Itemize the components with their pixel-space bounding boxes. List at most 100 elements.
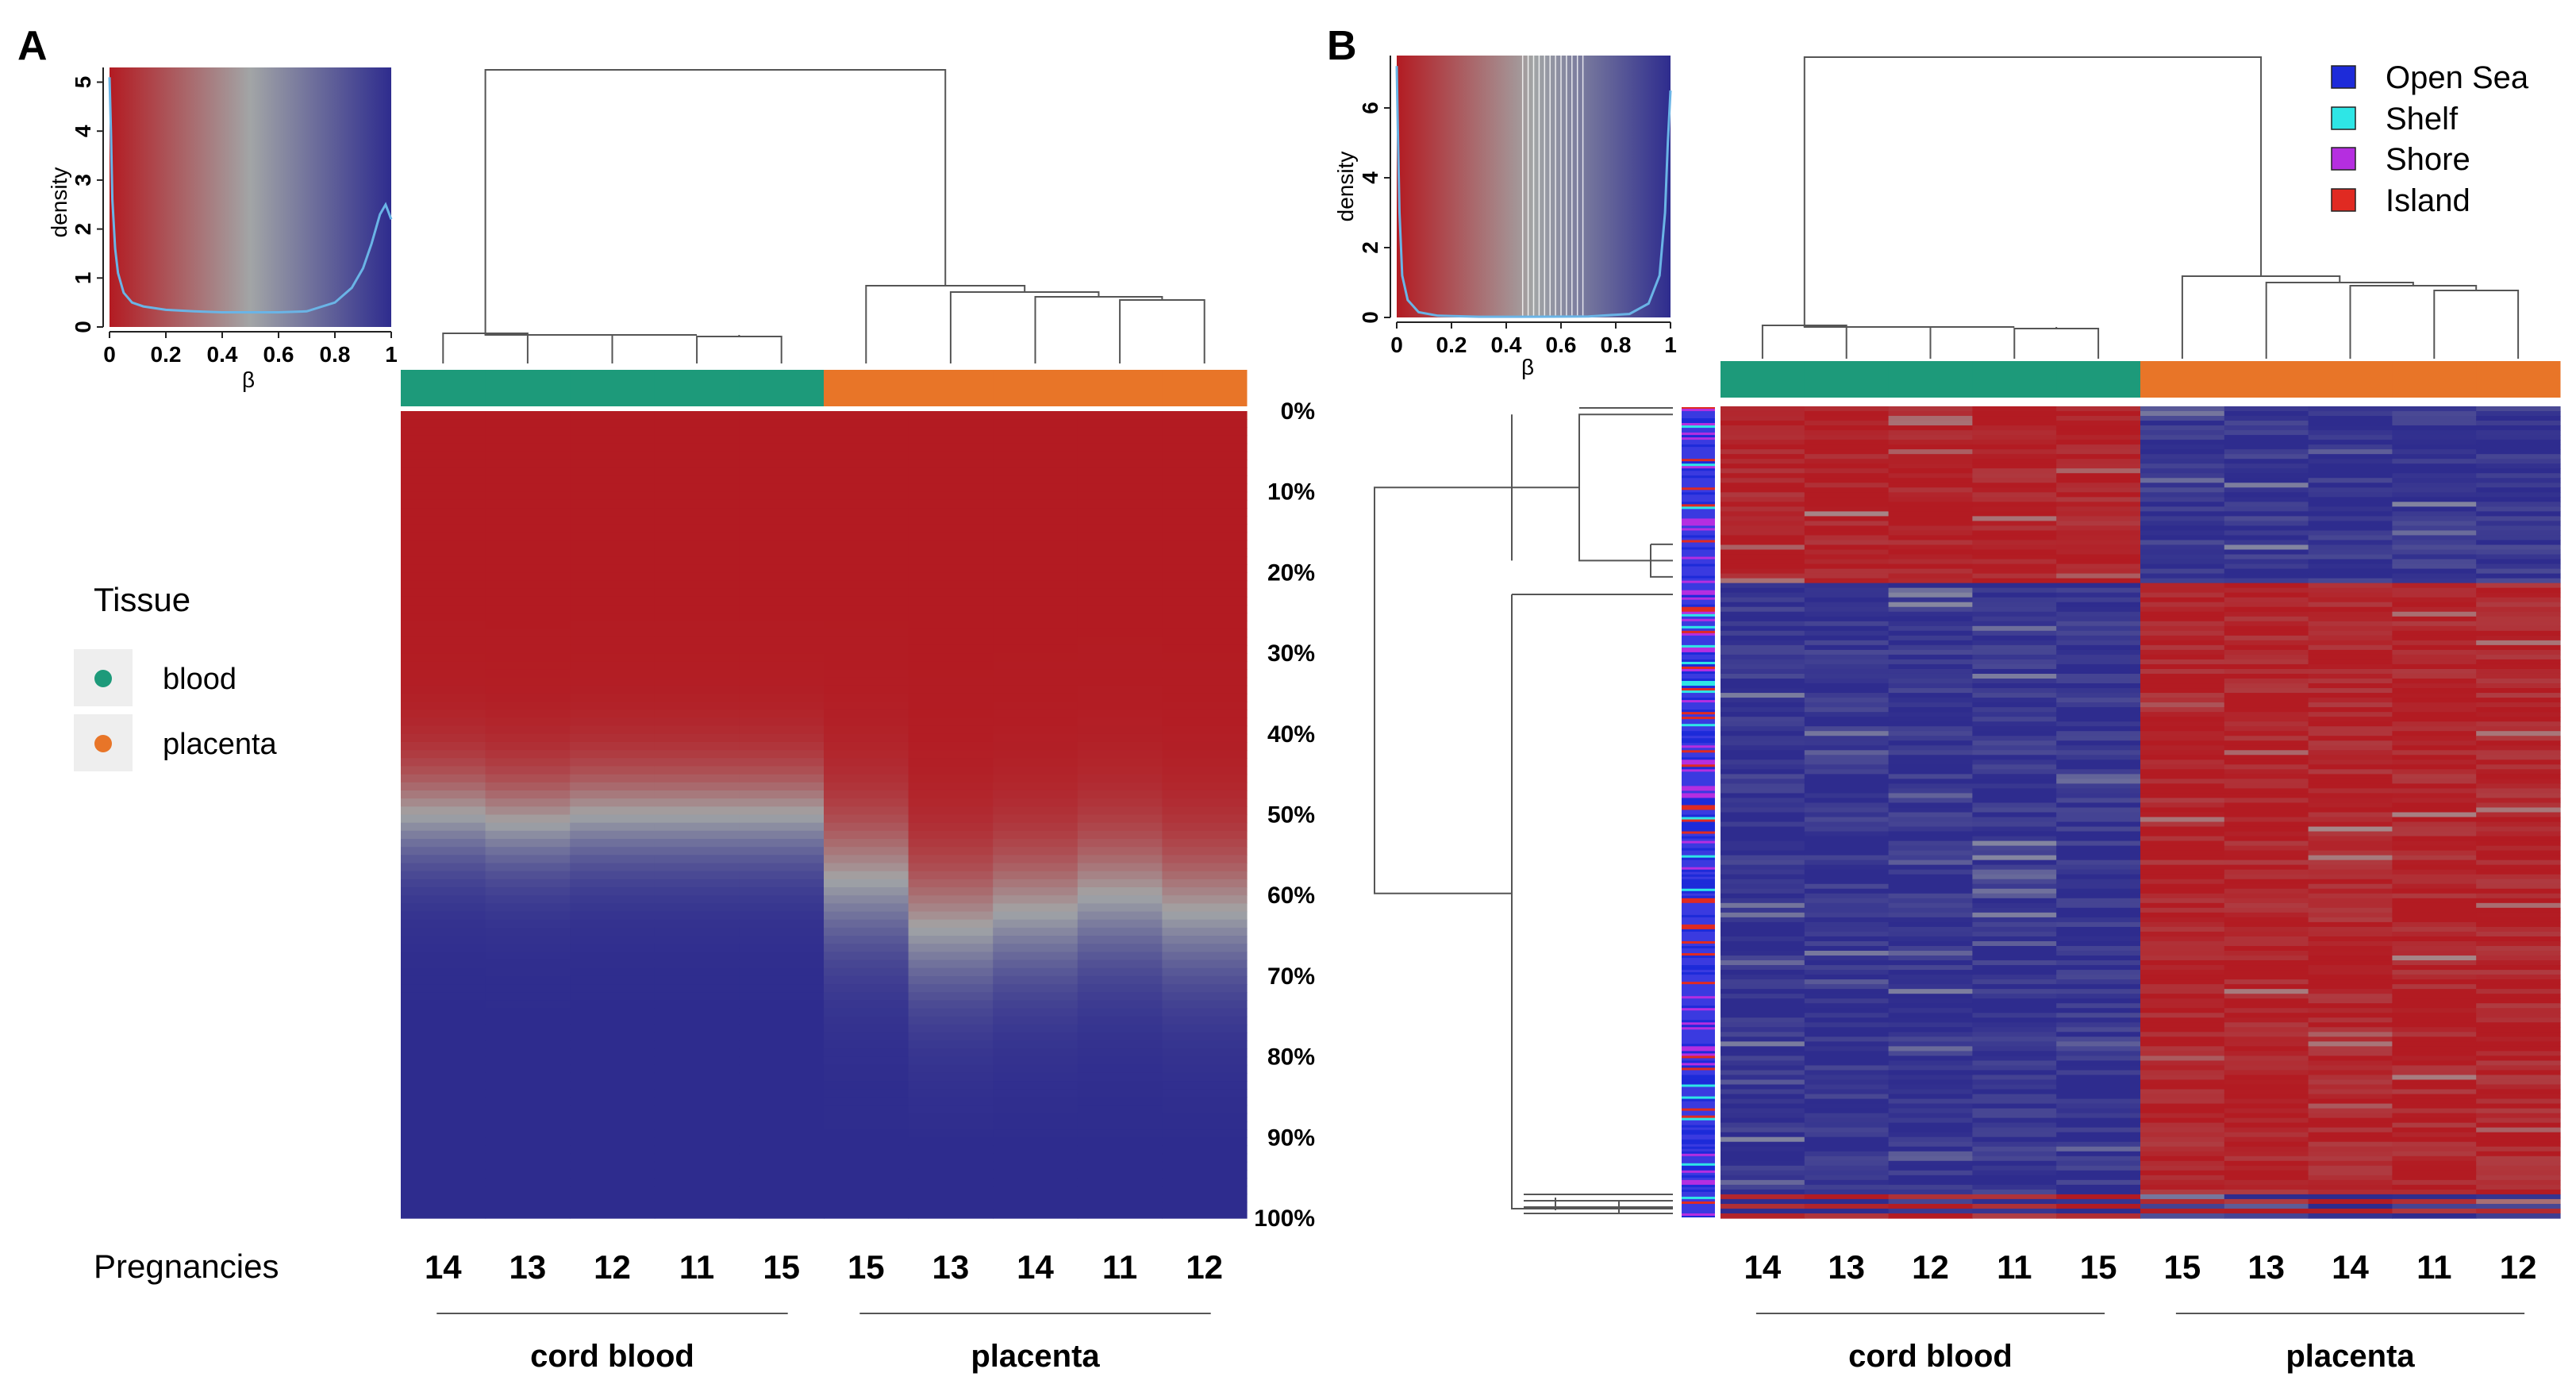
heatmap-cell bbox=[2140, 511, 2225, 517]
heatmap-cell bbox=[2224, 726, 2309, 732]
heatmap-cell bbox=[1077, 629, 1163, 638]
heatmap-cell bbox=[2224, 774, 2309, 779]
heatmap-cell bbox=[1721, 411, 1805, 417]
heatmap-cell bbox=[2392, 1060, 2477, 1067]
heatmap-cell bbox=[2392, 1046, 2477, 1052]
heatmap-cell bbox=[2308, 1013, 2393, 1018]
heatmap-cell bbox=[2224, 544, 2309, 551]
heatmap-cell bbox=[2140, 1122, 2225, 1129]
heatmap-cell bbox=[1721, 774, 1805, 779]
heatmap-cell bbox=[824, 1169, 909, 1179]
heatmap-cell bbox=[1888, 592, 1973, 598]
heatmap-cell bbox=[2224, 425, 2309, 431]
heatmap-cell bbox=[654, 1048, 740, 1058]
heatmap-cell bbox=[2140, 898, 2225, 904]
heatmap-cell bbox=[1804, 1203, 1890, 1209]
heatmap-cell bbox=[1077, 967, 1163, 977]
heatmap-cell bbox=[1972, 1179, 2057, 1186]
heatmap-cell bbox=[2476, 654, 2561, 660]
heatmap-cell bbox=[1721, 1189, 1805, 1195]
heatmap-cell bbox=[2392, 874, 2477, 880]
heatmap-cell bbox=[2140, 559, 2225, 565]
heatmap-cell bbox=[1972, 688, 2057, 694]
heatmap-cell bbox=[2392, 745, 2477, 751]
heatmap-cell bbox=[1972, 721, 2057, 727]
heatmap-cell bbox=[1972, 693, 2057, 698]
column-label: 15 bbox=[2080, 1248, 2117, 1286]
heatmap-cell bbox=[2392, 583, 2477, 589]
heatmap-cell bbox=[654, 750, 740, 759]
heatmap-cell bbox=[1804, 921, 1890, 928]
heatmap-cell bbox=[2476, 1003, 2561, 1009]
region-annotation-cell bbox=[1681, 719, 1716, 722]
heatmap-cell bbox=[1888, 1175, 1973, 1181]
heatmap-cell bbox=[908, 879, 994, 888]
heatmap-cell bbox=[401, 435, 486, 444]
heatmap-cell bbox=[824, 564, 909, 573]
region-annotation-cell bbox=[1681, 549, 1716, 553]
heatmap-cell bbox=[1888, 907, 1973, 913]
heatmap-cell bbox=[1888, 951, 1973, 956]
heatmap-cell bbox=[401, 992, 486, 1002]
heatmap-cell bbox=[2224, 817, 2309, 823]
tissue-cell-blood bbox=[1972, 361, 2057, 398]
region-annotation-cell bbox=[1681, 781, 1716, 784]
region-annotation-cell bbox=[1681, 936, 1716, 940]
region-annotation-cell bbox=[1681, 497, 1716, 500]
heatmap-cell bbox=[570, 685, 656, 694]
heatmap-cell bbox=[2056, 940, 2141, 947]
heatmap-cell bbox=[1972, 416, 2057, 421]
heatmap-cell bbox=[1972, 1127, 2057, 1133]
heatmap-cell bbox=[2308, 1151, 2393, 1157]
heatmap-cell bbox=[2392, 1094, 2477, 1100]
heatmap-cell bbox=[2308, 1122, 2393, 1129]
region-annotation-cell bbox=[1681, 506, 1716, 510]
heatmap-cell bbox=[1888, 912, 1973, 918]
heatmap-cell bbox=[739, 1105, 825, 1114]
heatmap-cell bbox=[2476, 592, 2561, 598]
heatmap-cell bbox=[2224, 640, 2309, 646]
heatmap-cell bbox=[1804, 1098, 1890, 1105]
heatmap-cell bbox=[2308, 673, 2393, 679]
heatmap-cell bbox=[485, 1121, 571, 1130]
tissue-cell-blood bbox=[739, 370, 825, 406]
region-annotation-cell bbox=[1681, 425, 1716, 429]
heatmap-cell bbox=[1972, 525, 2057, 532]
region-annotation-cell bbox=[1681, 1213, 1716, 1217]
heatmap-cell bbox=[2140, 554, 2225, 560]
heatmap-cell bbox=[739, 911, 825, 921]
heatmap-cell bbox=[1804, 421, 1890, 426]
heatmap-cell bbox=[1888, 879, 1973, 885]
heatmap-cell bbox=[1721, 654, 1805, 660]
heatmap-cell bbox=[2224, 492, 2309, 498]
heatmap-cell bbox=[824, 661, 909, 671]
heatmap-cell bbox=[401, 499, 486, 509]
heatmap-cell bbox=[1972, 554, 2057, 560]
heatmap-cell bbox=[2224, 940, 2309, 947]
heatmap-cell bbox=[824, 1161, 909, 1171]
heatmap-cell bbox=[2140, 869, 2225, 875]
heatmap-cell bbox=[1888, 635, 1973, 641]
heatmap-cell bbox=[2056, 693, 2141, 698]
heatmap-cell bbox=[485, 1178, 571, 1186]
heatmap-cell bbox=[824, 1121, 909, 1130]
heatmap-cell bbox=[2224, 731, 2309, 736]
heatmap-cell bbox=[2224, 688, 2309, 694]
heatmap-cell bbox=[1888, 525, 1973, 532]
heatmap-cell bbox=[1972, 1036, 2057, 1042]
heatmap-cell bbox=[1804, 902, 1890, 909]
column-label: 11 bbox=[1997, 1248, 2032, 1286]
heatmap-cell bbox=[401, 903, 486, 913]
heatmap-cell bbox=[1888, 836, 1973, 842]
region-annotation-cell bbox=[1681, 640, 1716, 644]
region-annotation-cell bbox=[1681, 924, 1716, 928]
heatmap-cell bbox=[1888, 888, 1973, 894]
panel-b-label: B bbox=[1327, 23, 1357, 69]
dendrogram-branch bbox=[696, 336, 782, 363]
heatmap-cell bbox=[570, 814, 656, 824]
heatmap-cell bbox=[1077, 1000, 1163, 1009]
heatmap-cell bbox=[1804, 559, 1890, 565]
heatmap-cell bbox=[1077, 508, 1163, 517]
heatmap-cell bbox=[2140, 1151, 2225, 1157]
heatmap-cell bbox=[908, 1081, 994, 1090]
